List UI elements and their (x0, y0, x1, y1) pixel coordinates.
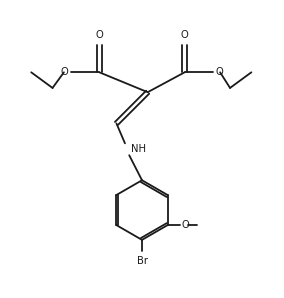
Text: O: O (60, 67, 68, 77)
Text: NH: NH (131, 144, 146, 154)
Text: Br: Br (137, 255, 147, 266)
Text: O: O (216, 67, 224, 77)
Text: O: O (181, 30, 189, 40)
Text: O: O (182, 220, 189, 230)
Text: O: O (95, 30, 103, 40)
